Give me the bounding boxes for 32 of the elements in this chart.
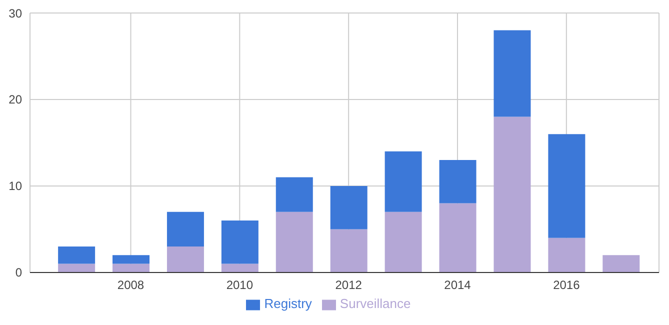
bar: [276, 177, 313, 212]
bar: [548, 134, 586, 238]
bar: [548, 238, 586, 272]
y-tick-label: 20: [8, 92, 22, 107]
y-tick-label: 0: [15, 266, 22, 280]
x-tick-label: 2012: [335, 278, 362, 292]
bar: [439, 160, 476, 204]
bar: [494, 30, 531, 117]
bar: [276, 212, 313, 272]
legend-label: Registry: [264, 296, 312, 312]
bar: [112, 264, 150, 272]
y-tick-label: 10: [8, 179, 22, 194]
bar: [112, 255, 150, 264]
bar: [602, 255, 640, 272]
bar: [221, 220, 258, 264]
bar: [58, 246, 96, 264]
bar: [330, 229, 368, 272]
bar: [330, 186, 368, 230]
x-tick-label: 2010: [226, 278, 254, 292]
x-tick-label: 2016: [553, 278, 580, 292]
bar: [221, 264, 258, 272]
bar: [58, 264, 96, 272]
bar: [494, 116, 531, 272]
x-tick-label: 2014: [444, 278, 472, 292]
bar: [166, 212, 204, 246]
bar: [384, 151, 422, 212]
x-tick-label: 2008: [117, 278, 144, 292]
legend-label: Surveillance: [340, 296, 411, 312]
bar: [439, 203, 476, 272]
bar: [166, 246, 204, 272]
bar: [384, 212, 422, 272]
y-tick-label: 30: [8, 6, 22, 20]
